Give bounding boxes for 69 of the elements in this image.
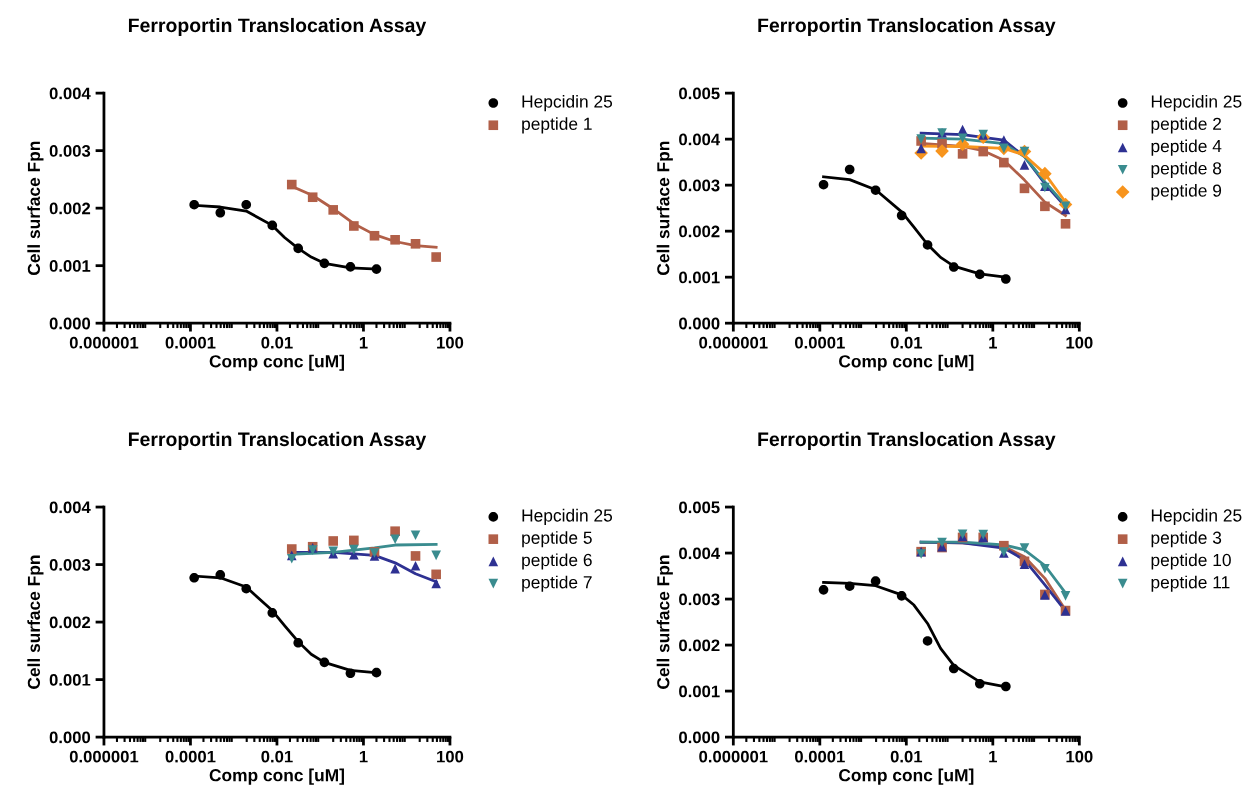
x-tick-label: 0.000001 [699, 336, 768, 349]
legend-label: Hepcidin 25 [522, 94, 613, 112]
y-tick-label: 0.000 [49, 317, 91, 330]
chart-title: Ferroportin Translocation Assay [128, 17, 427, 37]
x-tick-label: 0.000001 [69, 750, 139, 763]
chart-title: Ferroportin Translocation Assay [758, 431, 1056, 450]
x-axis-title: Comp conc [uM] [209, 354, 344, 371]
y-tick-label: 0.000 [679, 317, 720, 330]
x-tick-label: 100 [1066, 336, 1093, 349]
x-tick-label: 100 [1066, 750, 1093, 763]
x-tick-label: 0.000001 [69, 336, 139, 349]
legend-label: peptide 6 [522, 553, 592, 570]
x-axis-title: Comp conc [uM] [839, 354, 974, 371]
legend-label: peptide 11 [1151, 575, 1230, 592]
x-tick-label: 0.0001 [794, 750, 845, 763]
y-tick-label: 0.005 [679, 87, 720, 100]
x-axis-title: Comp conc [uM] [839, 768, 974, 785]
y-tick-label: 0.003 [679, 179, 720, 192]
legend-label: peptide 3 [1151, 531, 1222, 548]
x-tick-label: 0.0001 [165, 750, 216, 763]
x-tick-label: 1 [989, 336, 997, 349]
legend-label: peptide 8 [1151, 161, 1222, 178]
x-tick-label: 1 [989, 750, 997, 763]
legend-label: peptide 1 [522, 117, 592, 134]
y-tick-label: 0.002 [679, 225, 720, 238]
x-tick-label: 0.0001 [165, 336, 216, 349]
y-tick-label: 0.002 [49, 616, 91, 629]
chart-title: Ferroportin Translocation Assay [758, 17, 1056, 37]
legend-label: peptide 5 [522, 531, 592, 548]
y-tick-label: 0.002 [49, 202, 91, 215]
x-tick-label: 0.01 [261, 336, 293, 349]
y-tick-label: 0.001 [49, 260, 91, 272]
x-tick-label: 0.0001 [794, 336, 845, 349]
x-axis-title: Comp conc [uM] [209, 768, 344, 785]
legend-label: Hepcidin 25 [1151, 508, 1242, 526]
x-tick-label: 0.01 [890, 336, 923, 349]
x-tick-label: 1 [359, 750, 368, 763]
x-tick-label: 0.01 [261, 750, 293, 763]
x-tick-label: 1 [359, 336, 368, 349]
y-tick-label: 0.002 [679, 639, 720, 652]
y-tick-label: 0.003 [49, 145, 91, 157]
y-tick-label: 0.001 [49, 673, 91, 686]
legend-label: peptide 9 [1151, 184, 1222, 201]
x-tick-label: 0.01 [890, 750, 923, 763]
legend-label: peptide 7 [522, 575, 592, 592]
y-axis-title: Cell surface Fpn [656, 141, 673, 275]
y-tick-label: 0.005 [679, 501, 720, 514]
y-tick-label: 0.000 [679, 731, 720, 744]
x-tick-label: 100 [437, 750, 464, 763]
y-tick-label: 0.003 [49, 558, 91, 571]
y-tick-label: 0.004 [49, 87, 91, 100]
legend-label: peptide 4 [1151, 139, 1222, 156]
x-tick-label: 100 [437, 336, 464, 349]
legend-label: Hepcidin 25 [1151, 94, 1242, 112]
chart-title: Ferroportin Translocation Assay [128, 431, 427, 450]
y-tick-label: 0.001 [679, 271, 720, 284]
y-tick-label: 0.004 [49, 501, 91, 514]
y-axis-title: Cell surface Fpn [27, 555, 44, 689]
y-tick-label: 0.001 [679, 685, 720, 698]
y-tick-label: 0.004 [679, 547, 721, 560]
legend-label: Hepcidin 25 [522, 508, 613, 526]
legend-label: peptide 2 [1151, 117, 1222, 134]
y-tick-label: 0.003 [679, 593, 720, 606]
legend-label: peptide 10 [1151, 553, 1231, 570]
y-axis-title: Cell surface Fpn [27, 141, 44, 275]
y-axis-title: Cell surface Fpn [656, 555, 673, 689]
y-tick-label: 0.000 [49, 731, 91, 744]
x-tick-label: 0.000001 [699, 750, 768, 763]
y-tick-label: 0.004 [679, 133, 721, 146]
